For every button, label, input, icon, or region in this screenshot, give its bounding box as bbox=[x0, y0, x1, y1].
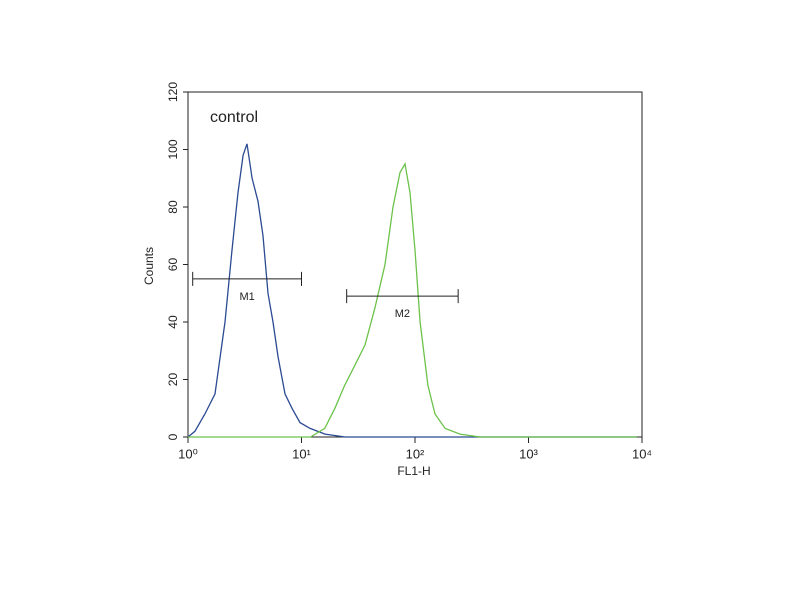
x-tick-label: 10⁰ bbox=[178, 446, 198, 461]
histogram-line bbox=[188, 162, 637, 438]
y-tick-label: 120 bbox=[166, 82, 180, 102]
gate-marker bbox=[192, 271, 302, 286]
x-axis-label: FL1-H bbox=[397, 464, 430, 478]
x-tick-label: 10³ bbox=[519, 446, 538, 461]
annotation: control bbox=[210, 109, 258, 126]
x-tick-label: 10¹ bbox=[292, 446, 311, 461]
y-tick-label: 40 bbox=[166, 315, 180, 329]
gate-label: M2 bbox=[395, 308, 410, 320]
x-tick-label: 10⁴ bbox=[632, 446, 652, 461]
y-tick-label: 100 bbox=[166, 139, 180, 159]
plot-frame bbox=[187, 91, 643, 438]
gate-marker bbox=[346, 289, 459, 304]
y-tick-label: 0 bbox=[166, 433, 180, 440]
y-tick-label: 60 bbox=[166, 258, 180, 272]
histogram-line bbox=[187, 143, 637, 438]
x-tick-label: 10² bbox=[406, 446, 425, 461]
gate-label: M1 bbox=[239, 291, 254, 303]
y-tick-label: 20 bbox=[166, 373, 180, 387]
y-tick-label: 80 bbox=[166, 200, 180, 214]
y-axis-label: Counts bbox=[142, 247, 156, 285]
